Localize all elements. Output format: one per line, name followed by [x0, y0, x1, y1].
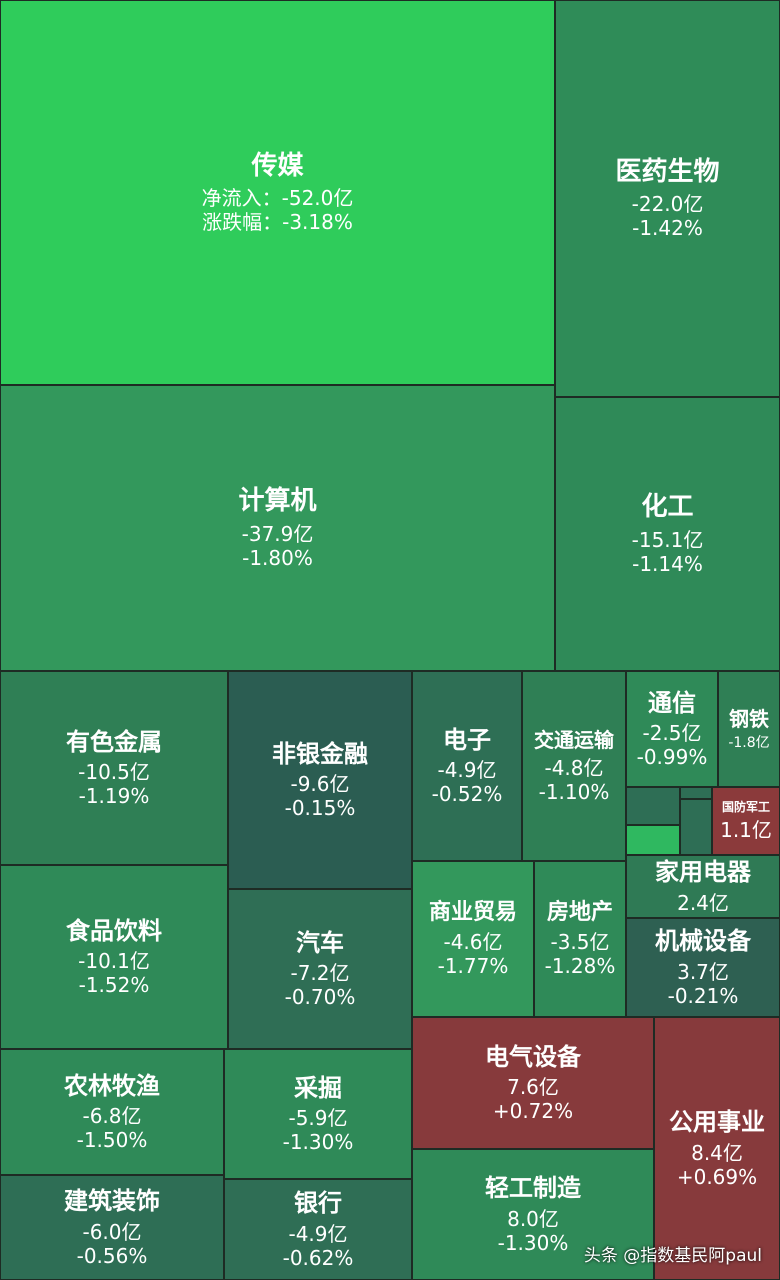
tile: 食品饮料 -10.1亿 -1.52%	[0, 865, 228, 1049]
tile-name: 非银金融	[272, 739, 368, 768]
tile-name: 建筑装饰	[64, 1187, 160, 1216]
tile-flow: -9.6亿	[290, 772, 350, 797]
tile: 电气设备 7.6亿 +0.72%	[412, 1017, 654, 1149]
tile-name: 家用电器	[655, 858, 751, 887]
tile-flow: -3.5亿	[550, 930, 610, 955]
tile-change: -1.80%	[242, 545, 313, 570]
tile-flow: -4.6亿	[443, 930, 503, 955]
tile: 电子 -4.9亿 -0.52%	[412, 671, 522, 861]
tile-flow: -6.0亿	[82, 1219, 142, 1244]
tile-name: 农林牧渔	[64, 1071, 160, 1100]
tile-change: -0.62%	[282, 1245, 354, 1270]
tile-name: 汽车	[296, 928, 344, 957]
tile-change: 涨跌幅：-3.18%	[202, 210, 353, 235]
tile-flow: 3.7亿	[677, 959, 729, 984]
tile: 非银金融 -9.6亿 -0.15%	[228, 671, 412, 889]
tile-change: -1.14%	[632, 551, 703, 576]
tile: 交通运输 -4.8亿 -1.10%	[522, 671, 626, 861]
tile-name: 计算机	[238, 486, 317, 517]
tile-name: 国防军工	[721, 799, 770, 814]
tile-name: 轻工制造	[485, 1174, 581, 1203]
tile-flow: -10.5亿	[78, 760, 150, 785]
tile-name: 传媒	[251, 150, 304, 181]
tile-change: -0.21%	[667, 983, 739, 1008]
tile-flow: 8.4亿	[691, 1140, 743, 1165]
tile-flow: -1.8亿	[728, 734, 770, 751]
watermark: 头条 @指数基民阿paul	[583, 1246, 762, 1266]
tile-change: -1.28%	[544, 954, 616, 979]
tile-change: -1.19%	[78, 784, 150, 809]
tile-change: -1.42%	[632, 216, 703, 241]
tile-name: 电气设备	[485, 1042, 581, 1071]
tile-name: 机械设备	[655, 927, 751, 956]
tile: 国防军工 1.1亿	[712, 787, 780, 855]
tile-flow: -6.8亿	[82, 1104, 142, 1129]
tile-flow: -15.1亿	[631, 527, 704, 552]
tile: 化工 -15.1亿 -1.14%	[555, 397, 780, 671]
small-tile	[680, 799, 712, 855]
tile-change: +0.69%	[676, 1164, 758, 1189]
tile-name: 有色金属	[66, 727, 162, 756]
tile-flow: -22.0亿	[631, 192, 704, 217]
tile: 有色金属 -10.5亿 -1.19%	[0, 671, 228, 865]
small-tile	[626, 825, 680, 855]
tile-flow: -7.2亿	[290, 961, 350, 986]
tile: 医药生物 -22.0亿 -1.42%	[555, 0, 780, 397]
tile: 农林牧渔 -6.8亿 -1.50%	[0, 1049, 224, 1175]
tile-name: 交通运输	[534, 728, 614, 752]
tile-change: -1.30%	[497, 1230, 569, 1255]
tile: 公用事业 8.4亿 +0.69%	[654, 1017, 780, 1280]
tile: 钢铁 -1.8亿	[718, 671, 780, 787]
tile-name: 银行	[294, 1189, 342, 1218]
tile-name: 通信	[648, 688, 696, 717]
tile: 汽车 -7.2亿 -0.70%	[228, 889, 412, 1049]
tile: 轻工制造 8.0亿 -1.30%	[412, 1149, 654, 1280]
tile: 通信 -2.5亿 -0.99%	[626, 671, 718, 787]
tile: 建筑装饰 -6.0亿 -0.56%	[0, 1175, 224, 1280]
tile-name: 商业贸易	[428, 899, 517, 925]
tile-flow: 2.4亿	[677, 890, 729, 915]
tile-flow: -4.9亿	[288, 1221, 348, 1246]
tile-change: -0.15%	[284, 796, 356, 821]
tile-change: -0.99%	[636, 745, 708, 770]
tile-change: -1.30%	[282, 1130, 354, 1155]
tile-flow: -37.9亿	[241, 521, 314, 546]
tile: 商业贸易 -4.6亿 -1.77%	[412, 861, 534, 1017]
tile-name: 电子	[443, 725, 491, 754]
tile-flow: -10.1亿	[78, 949, 150, 974]
tile-name: 食品饮料	[66, 916, 162, 945]
tile-change: -1.10%	[538, 780, 610, 804]
tile-change: -0.56%	[76, 1243, 148, 1268]
tile-flow: 1.1亿	[720, 818, 772, 843]
tile-name: 钢铁	[729, 706, 769, 731]
tile-name: 医药生物	[615, 156, 720, 187]
tile-name: 化工	[641, 492, 694, 523]
tile-flow: 净流入：-52.0亿	[201, 186, 354, 211]
tile: 计算机 -37.9亿 -1.80%	[0, 385, 555, 671]
small-tile	[626, 787, 680, 825]
tile-name: 公用事业	[669, 1108, 765, 1137]
tile-flow: -2.5亿	[642, 721, 702, 746]
tile-change: -1.52%	[78, 973, 150, 998]
tile: 机械设备 3.7亿 -0.21%	[626, 918, 780, 1017]
tile-flow: 7.6亿	[507, 1075, 559, 1100]
tile: 传媒净流入：-52.0亿 涨跌幅：-3.18%	[0, 0, 555, 385]
tile-flow: -5.9亿	[288, 1106, 348, 1131]
small-tile	[680, 787, 712, 799]
tile-name: 房地产	[546, 899, 613, 925]
tile-change: -1.77%	[437, 954, 509, 979]
tile: 房地产 -3.5亿 -1.28%	[534, 861, 626, 1017]
tile-name: 采掘	[294, 1073, 342, 1102]
tile: 银行 -4.9亿 -0.62%	[224, 1179, 412, 1280]
tile-change: -0.52%	[431, 782, 503, 807]
tile-change: +0.72%	[492, 1099, 574, 1124]
tile: 家用电器 2.4亿	[626, 855, 780, 918]
tile: 采掘 -5.9亿 -1.30%	[224, 1049, 412, 1179]
tile-change: -0.70%	[284, 985, 356, 1010]
tile-flow: -4.8亿	[544, 756, 604, 780]
tile-change: -1.50%	[76, 1128, 148, 1153]
tile-flow: 8.0亿	[507, 1206, 559, 1231]
tile-flow: -4.9亿	[437, 758, 497, 783]
